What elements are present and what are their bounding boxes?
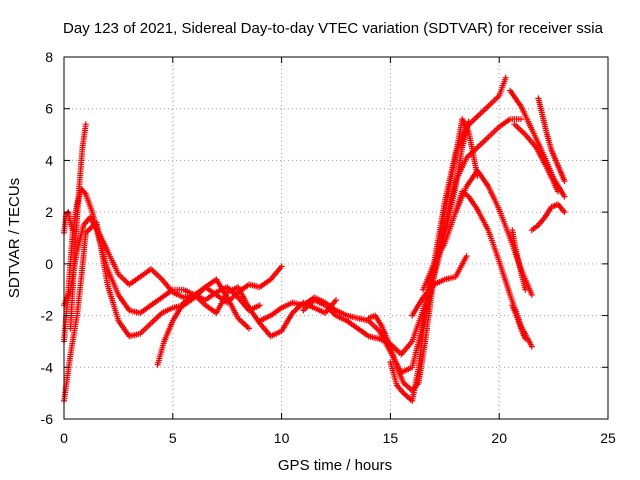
- x-tick-label: 15: [383, 430, 399, 446]
- y-tick-label: 4: [45, 152, 53, 168]
- series-marks: [511, 121, 561, 195]
- series-sat-j: [420, 167, 535, 298]
- series-marks: [61, 185, 263, 345]
- data-points: [61, 74, 568, 404]
- series-marks: [528, 201, 568, 234]
- series-marks: [509, 227, 529, 293]
- series-sat-k: [409, 253, 470, 319]
- y-tick-label: 0: [45, 256, 53, 272]
- x-tick-label: 0: [60, 430, 68, 446]
- tick-labels: 0 5 10 15 20 25 -6 -4 -2 0 2 4 6 8: [41, 49, 616, 446]
- series-marks: [387, 118, 472, 404]
- series-sat-p: [528, 201, 568, 234]
- series-sat-b: [61, 185, 263, 345]
- series-marks: [154, 284, 339, 368]
- x-tick-label: 10: [274, 430, 290, 446]
- series-sat-n: [511, 121, 561, 195]
- y-tick-label: -4: [41, 359, 54, 375]
- series-marks: [420, 167, 535, 298]
- x-tick-label: 5: [169, 430, 177, 446]
- series-marks: [509, 302, 529, 342]
- y-tick-label: -2: [41, 308, 54, 324]
- series-sat-d: [67, 121, 89, 332]
- series-sat-i: [387, 118, 472, 404]
- series-marks: [535, 95, 568, 185]
- series-sat-q: [509, 227, 529, 293]
- x-tick-label: 20: [491, 430, 507, 446]
- series-marks: [409, 253, 470, 319]
- series-marks: [67, 121, 89, 332]
- plot-frame: [63, 56, 609, 420]
- x-axis-title: GPS time / hours: [278, 457, 392, 474]
- axis-ticks: [63, 56, 609, 420]
- y-tick-label: 8: [45, 49, 53, 65]
- y-axis-title: SDTVAR / TECUs: [6, 178, 23, 298]
- y-tick-label: 6: [45, 101, 53, 117]
- y-tick-label: 2: [45, 204, 53, 220]
- x-tick-label: 25: [600, 430, 616, 446]
- series-sat-r: [509, 302, 529, 342]
- series-sat-e: [154, 284, 339, 368]
- chart-title: Day 123 of 2021, Sidereal Day-to-day VTE…: [63, 20, 604, 37]
- series-sat-o: [535, 95, 568, 185]
- series-marks: [61, 219, 252, 404]
- y-tick-label: -6: [41, 411, 54, 427]
- series-sat-c: [61, 219, 252, 404]
